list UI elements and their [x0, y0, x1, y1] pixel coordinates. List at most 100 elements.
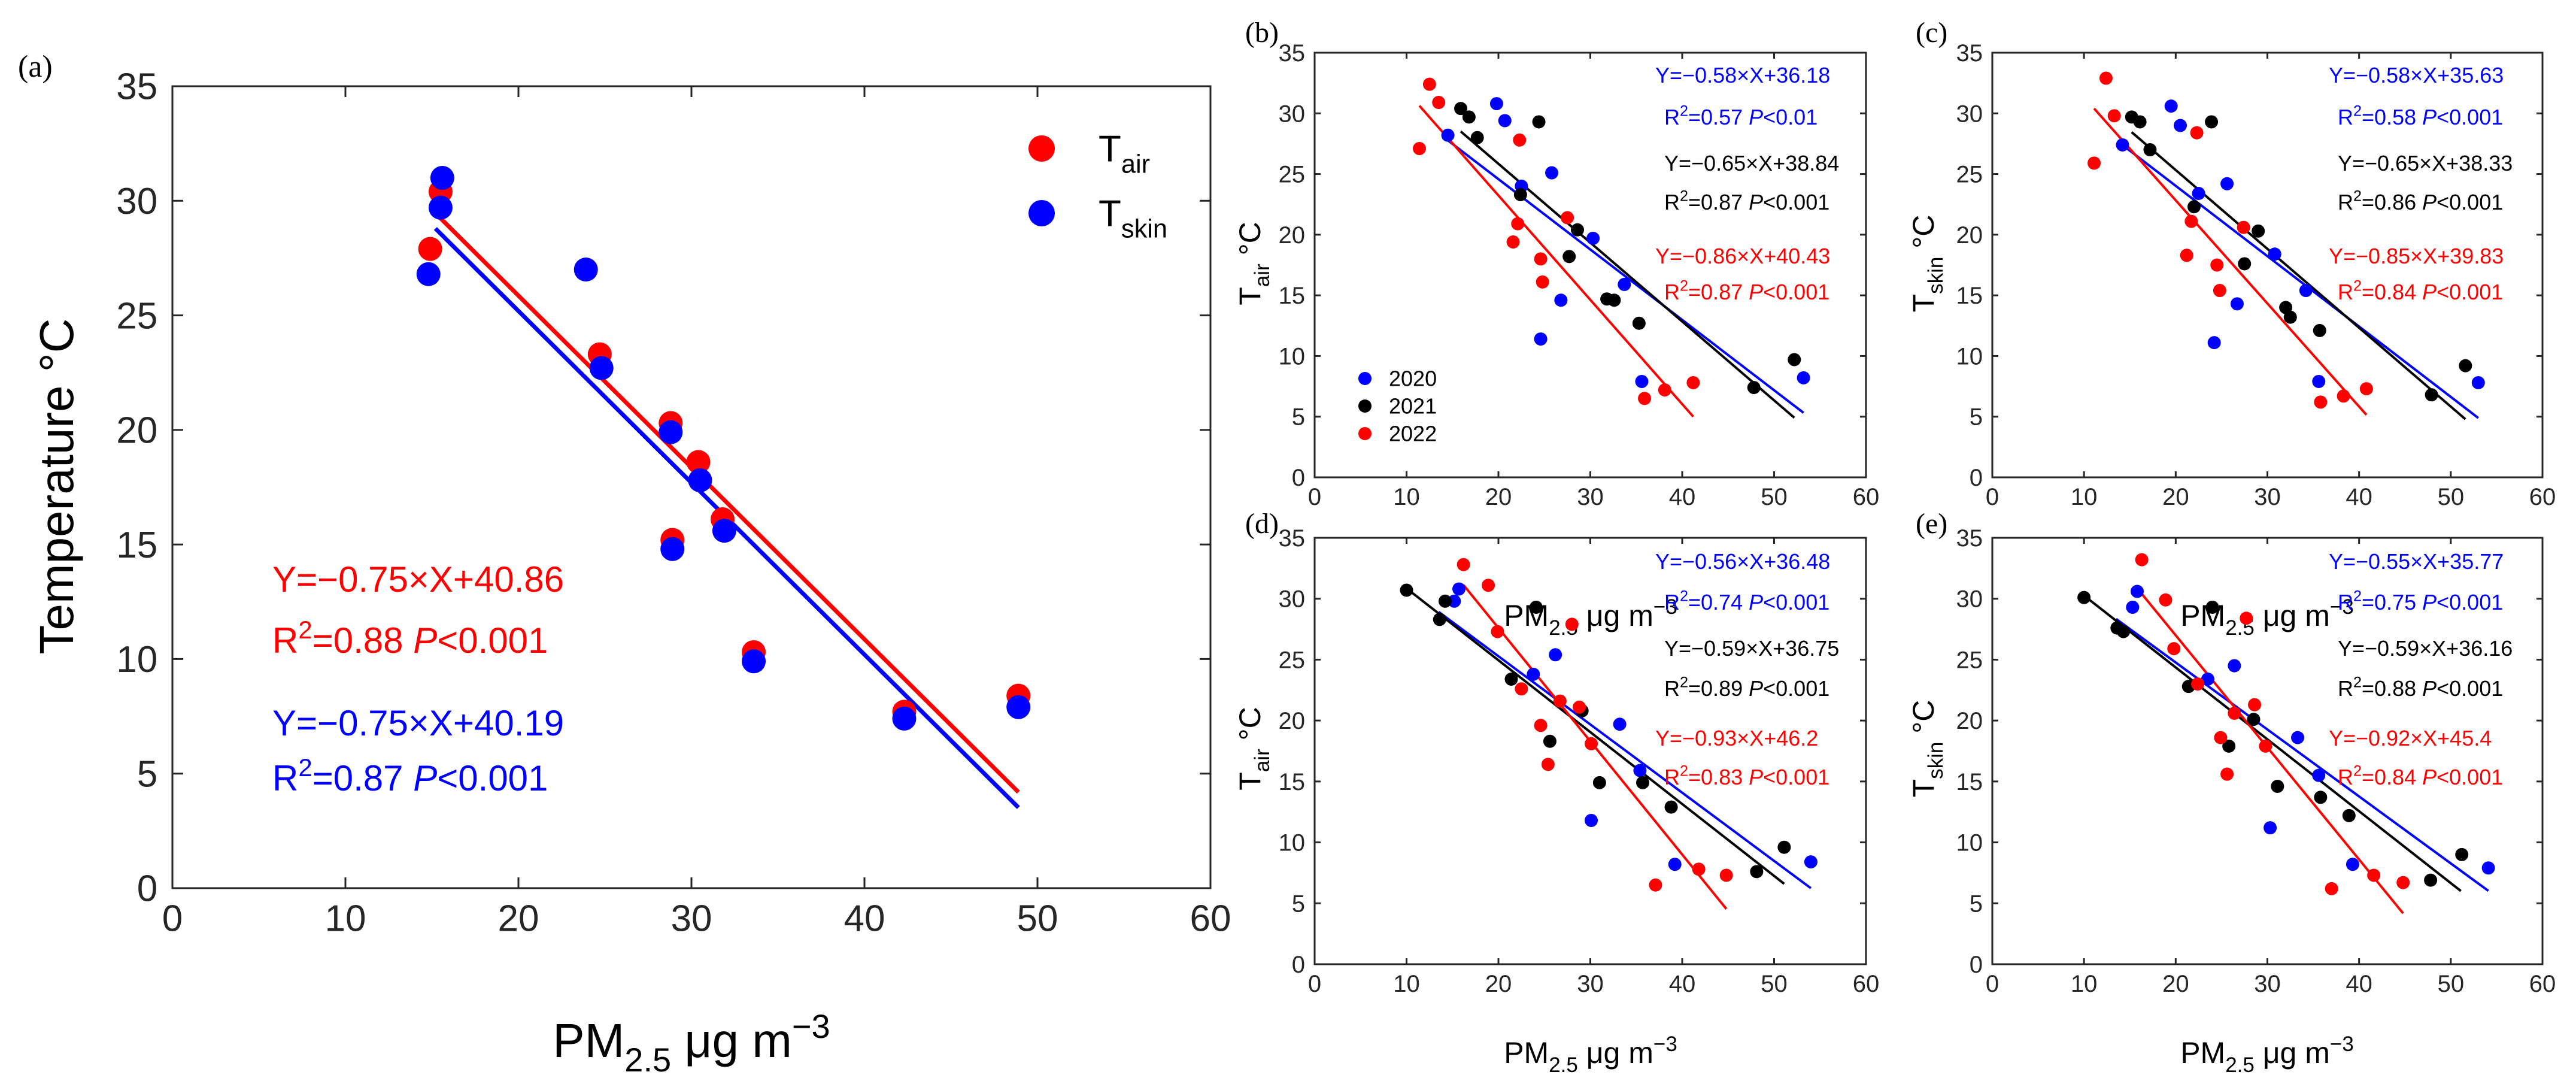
scatter-point — [1513, 133, 1527, 147]
fit-line — [2083, 594, 2462, 892]
scatter-point — [2291, 731, 2305, 744]
scatter-point — [1618, 277, 1631, 291]
ann-r2-value: =0.86 — [2362, 190, 2422, 214]
x-axis-title: PM2.5 μg m−3 — [1504, 1032, 1677, 1077]
ann-r: R — [1664, 590, 1680, 614]
ann-r-sup: 2 — [2353, 188, 2362, 205]
regression-annotation: Y=−0.65×X+38.33 — [2338, 151, 2513, 175]
scatter-point — [1636, 776, 1649, 789]
ann-p: P — [413, 758, 437, 798]
ann-r2-value: =0.87 — [1688, 190, 1749, 214]
x-axis-title-sub: 2.5 — [1549, 1053, 1578, 1077]
ann-p-value: <0.001 — [1763, 280, 1829, 304]
scatter-point — [2337, 389, 2350, 403]
x-tick-label: 40 — [1669, 971, 1696, 997]
y-tick-label: 20 — [116, 410, 157, 452]
ann-p-value: <0.001 — [2437, 280, 2503, 304]
scatter-point — [1432, 96, 1446, 110]
regression-annotation: R2=0.87 P<0.001 — [1664, 278, 1829, 304]
ann-p: P — [1749, 590, 1763, 614]
scatter-point — [1491, 625, 1504, 638]
scatter-point — [1534, 252, 1548, 266]
scatter-point — [1536, 275, 1549, 289]
ann-r: R — [1664, 190, 1680, 214]
scatter-point — [1777, 840, 1791, 854]
ann-r-sup: 2 — [2353, 763, 2362, 780]
scatter-point — [2228, 706, 2241, 720]
x-axis-title-main: PM — [553, 1014, 624, 1067]
scatter-point — [1664, 800, 1678, 814]
panel-c: (c) 0 10 20 30 40 50 60 0 5 10 15 20 25 30 35 PM2.5 μg m… — [1907, 17, 2556, 640]
x-axis-title-unit: μg m — [2255, 599, 2330, 632]
scatter-point — [686, 450, 711, 474]
y-axis-title-main: T — [1233, 287, 1267, 305]
scatter-point — [1438, 594, 1452, 608]
regression-annotation: R2=0.83 P<0.001 — [1664, 763, 1829, 789]
panel-tag: (a) — [18, 50, 53, 84]
fit-line — [2122, 144, 2480, 419]
ann-r: R — [1664, 105, 1680, 129]
y-tick-label: 30 — [1279, 586, 1306, 613]
legend-label: Tair — [1099, 129, 1150, 179]
scatter-point — [688, 468, 712, 493]
x-axis-title: PM2.5 μg m−3 — [553, 1007, 830, 1079]
x-tick-label: 60 — [2529, 971, 2556, 997]
scatter-point — [1562, 250, 1576, 264]
scatter-point — [2471, 376, 2485, 389]
scatter-point — [2283, 310, 2297, 324]
regression-annotation: R2=0.89 P<0.001 — [1664, 674, 1829, 701]
x-tick-label: 20 — [2162, 484, 2189, 510]
x-tick-label: 20 — [1485, 971, 1512, 997]
ann-r2-value: =0.88 — [312, 620, 414, 661]
legend-label: 2021 — [1389, 394, 1437, 419]
scatter-point — [2312, 768, 2326, 782]
fit-line — [2093, 107, 2368, 416]
scatter-point — [2228, 659, 2241, 673]
ann-p: P — [1749, 280, 1763, 304]
ann-p-value: <0.001 — [1763, 676, 1829, 701]
x-tick-label: 50 — [1017, 898, 1058, 939]
scatter-point — [418, 237, 442, 261]
y-axis-title-sub: air — [1251, 264, 1274, 287]
ann-p-value: <0.001 — [1763, 190, 1829, 214]
y-tick-label: 20 — [1956, 222, 1983, 249]
ann-p-value: <0.001 — [2437, 190, 2503, 214]
ann-r-sup: 2 — [1680, 588, 1688, 605]
scatter-point — [660, 537, 685, 561]
x-tick-label: 50 — [2438, 971, 2465, 997]
scatter-point — [2205, 115, 2219, 129]
ann-r-sup: 2 — [2353, 674, 2362, 691]
fit-line — [1418, 105, 1694, 418]
scatter-point — [2481, 861, 2495, 875]
scatter-point — [2135, 553, 2149, 567]
ann-r-sup: 2 — [2353, 588, 2362, 605]
scatter-point — [574, 258, 598, 282]
regression-annotation: Y=−0.85×X+39.83 — [2329, 244, 2504, 268]
y-tick-label: 35 — [116, 66, 157, 108]
x-axis-title-main: PM — [1504, 599, 1549, 632]
x-axis-title: PM2.5 μg m−3 — [1504, 595, 1677, 640]
x-tick-label: 60 — [1853, 971, 1880, 997]
legend-marker — [1358, 372, 1372, 385]
regression-annotation: Y=−0.93×X+46.2 — [1655, 726, 1818, 750]
ann-r-sup: 2 — [1680, 674, 1688, 691]
scatter-point — [2238, 257, 2252, 271]
y-tick-label: 25 — [1279, 647, 1306, 673]
panel-tag: (e) — [1916, 508, 1947, 540]
scatter-point — [2205, 600, 2219, 614]
y-tick-label: 30 — [1956, 586, 1983, 613]
regression-annotation: R2=0.87 P<0.001 — [1664, 188, 1829, 214]
x-axis-title-sup: −3 — [1653, 1032, 1677, 1056]
y-tick-label: 10 — [116, 639, 157, 680]
x-tick-label: 30 — [2254, 971, 2281, 997]
y-tick-label: 25 — [1956, 647, 1983, 673]
scatter-point — [2312, 374, 2326, 388]
scatter-point — [1613, 717, 1627, 731]
scatter-point — [2342, 809, 2356, 822]
ann-r2-value: =0.58 — [2362, 105, 2422, 129]
panel-b: (b) 0 10 20 30 40 50 60 0 5 10 15 20 25 30 35 PM2.5 μg m… — [1233, 17, 1879, 640]
y-tick-label: 25 — [1956, 162, 1983, 188]
y-axis-title-main: T — [1907, 294, 1940, 313]
regression-annotation: Y=−0.75×X+40.19 — [272, 703, 564, 743]
